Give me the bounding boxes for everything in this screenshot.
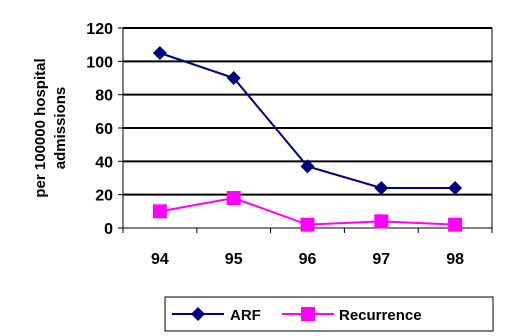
data-point-arf-96: [300, 159, 315, 174]
data-point-recurrence-96: [300, 217, 315, 232]
y-tick-label: 0: [104, 221, 113, 238]
y-tick-label: 80: [95, 88, 113, 105]
legend-arf-marker: [191, 307, 205, 321]
legend-recurrence-marker: [301, 307, 315, 321]
y-axis-label-line-1: per 100000 hospital: [32, 58, 49, 197]
legend-recurrence-label: Recurrence: [339, 307, 422, 324]
x-tick-label-95: 95: [225, 251, 243, 268]
y-tick-label: 100: [86, 54, 113, 71]
x-tick-label-96: 96: [299, 251, 317, 268]
y-tick-label: 20: [95, 188, 113, 205]
axes: 0 20 40 60 80 100 120 94 95 96 97 98: [86, 21, 493, 268]
series-recurrence: [152, 191, 463, 232]
y-tick-label: 120: [86, 21, 113, 38]
data-point-recurrence-94: [152, 204, 167, 219]
y-axis-label-line-2: admissions: [52, 87, 69, 170]
y-tick-label: 60: [95, 121, 113, 138]
data-point-arf-94: [152, 46, 167, 60]
data-point-arf-95: [226, 71, 241, 85]
x-tick-label-97: 97: [372, 251, 390, 268]
legend-arf-label: ARF: [230, 307, 261, 324]
data-point-arf-98: [448, 181, 463, 195]
data-point-recurrence-97: [374, 214, 389, 229]
series-layer: [152, 46, 463, 232]
x-tick-label-98: 98: [446, 251, 464, 268]
y-tick-label: 40: [95, 154, 113, 171]
data-point-recurrence-95: [226, 191, 241, 205]
series-arf: [152, 46, 463, 195]
data-point-arf-97: [374, 181, 389, 195]
x-tick-label-94: 94: [151, 251, 169, 268]
data-point-recurrence-98: [448, 217, 463, 232]
legend: ARF Recurrence: [164, 296, 494, 332]
